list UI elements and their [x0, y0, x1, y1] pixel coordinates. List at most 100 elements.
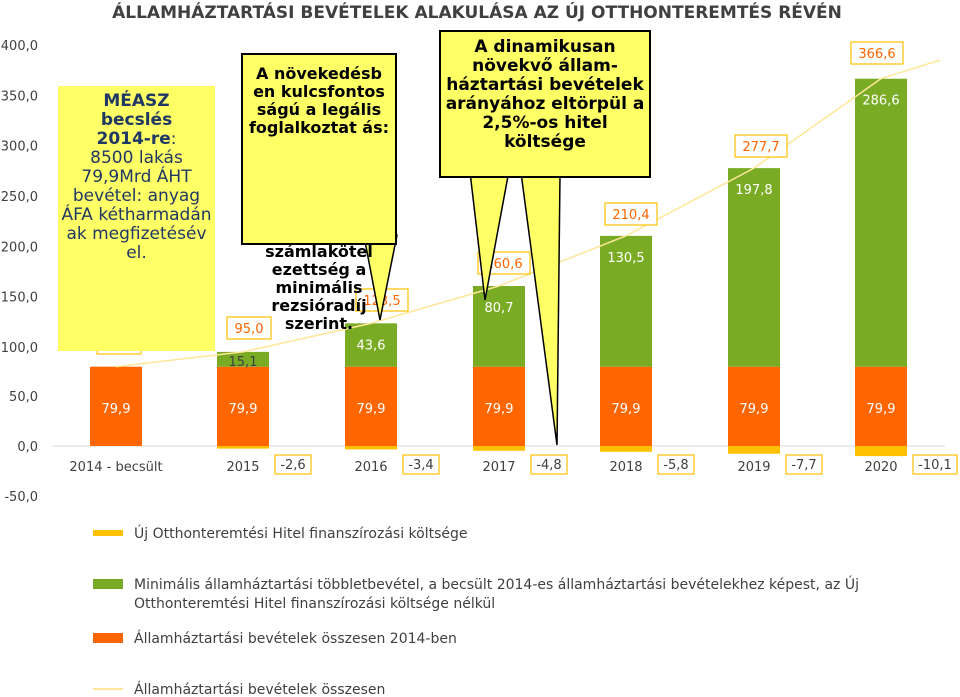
x-tick-label: 2017 [482, 460, 515, 475]
x-axis: 2014 - becsült 2015 2016 2017 2018 2019 2020 [52, 445, 945, 475]
y-tick-label: 400,0 [1, 39, 38, 54]
bar-base-revenue [600, 366, 652, 446]
x-tick-label: 2016 [354, 460, 387, 475]
x-tick-label: 2020 [864, 460, 897, 475]
bar-cost-label: -10,1 [918, 458, 952, 473]
total-label: 95,0 [235, 322, 264, 337]
y-tick-label: 250,0 [1, 190, 38, 205]
bar-cost [600, 446, 652, 452]
bar-base-label: 79,9 [485, 402, 514, 417]
bar-base-revenue [217, 366, 269, 446]
total-revenue-polyline [115, 78, 882, 368]
legend-label: Államháztartási bevételek összesen [134, 681, 385, 697]
callout-left-line2: becslés [100, 110, 173, 131]
bar-base-revenue [473, 366, 525, 446]
callout-employment: A növekedésb en kulcsfontos ságú a legál… [241, 53, 397, 245]
total-label-box [604, 202, 658, 226]
bar-surplus-label: 130,5 [607, 251, 644, 266]
bar-cost [855, 446, 907, 457]
bar-base-label: 79,9 [102, 402, 131, 417]
bar-cost-label-box [274, 454, 312, 475]
total-revenue-extension [880, 59, 941, 80]
x-tick-label: 2018 [609, 460, 642, 475]
bar-surplus-label: 286,6 [862, 94, 899, 109]
legend-swatch [93, 688, 123, 690]
y-tick-label: 300,0 [1, 140, 38, 155]
bar-base-label: 79,9 [867, 402, 896, 417]
bar-cost [217, 446, 269, 449]
callout-right-pointer-bar [469, 171, 509, 301]
bar-cost-label-box [657, 454, 695, 475]
x-tick-label: 2015 [226, 460, 259, 475]
bar-base-label: 79,9 [357, 402, 386, 417]
bar-base-revenue [728, 366, 780, 446]
legend-swatch [93, 579, 123, 589]
bar-cost-label-box [785, 454, 823, 475]
bar-base-revenue [345, 366, 397, 446]
callout-middle-overflow: számlakötel ezettség a minimális rezsiór… [265, 242, 373, 333]
bar-surplus [855, 78, 907, 367]
bar-cost-label-box [530, 454, 568, 475]
bar-cost-label-box [912, 454, 958, 475]
callout-left-colon: : [170, 129, 177, 150]
callout-dynamic-revenue: A dinamikusan növekvő állam-háztartási b… [439, 30, 651, 178]
bar-base-label: 79,9 [740, 402, 769, 417]
y-tick-label: 50,0 [9, 390, 38, 405]
y-tick-label: 150,0 [1, 291, 38, 306]
total-label: 210,4 [612, 208, 649, 223]
bar-surplus [600, 235, 652, 367]
bar-cost [345, 446, 397, 450]
y-tick-label: 100,0 [1, 341, 38, 356]
bar-cost-label: -7,7 [791, 458, 816, 473]
total-label-box [850, 41, 904, 65]
total-label-box [734, 134, 788, 158]
bar-cost-label: -3,4 [408, 458, 433, 473]
chart-title: ÁLLAMHÁZTARTÁSI BEVÉTELEK ALAKULÁSA AZ Ú… [112, 1, 842, 23]
callout-left-year: 2014-re [96, 129, 171, 150]
bar-surplus [728, 168, 780, 367]
bar-surplus-label: 80,7 [485, 301, 514, 316]
total-label: 277,7 [742, 140, 779, 155]
bar-cost [473, 446, 525, 451]
bar-surplus-label: 15,1 [229, 355, 258, 370]
callout-left-line1: MÉASZ [103, 91, 170, 111]
legend-label: Új Otthonteremtési Hitel finanszírozási … [134, 524, 468, 542]
legend-swatch [93, 530, 123, 536]
bar-surplus [345, 323, 397, 367]
callout-left-line3: 2014-re: [58, 130, 215, 149]
total-label-box [226, 316, 272, 340]
y-axis: 400,0 350,0 300,0 250,0 200,0 150,0 100,0 50,0 0… [1, 39, 38, 505]
total-label: 160,6 [485, 257, 522, 272]
callout-right-pointer-cost [519, 164, 561, 446]
bars: 79,9 79,9 15,1 -2,6 79,9 43,6 -3,4 79,9 80,7 -4,8… [90, 78, 958, 475]
callout-left-body: 8500 lakás 79,9Mrd ÁHT bevétel: anyag ÁF… [61, 148, 212, 264]
callout-measz-estimate: MÉASZ becslés 2014-re: 8500 lakás 79,9Mr… [58, 86, 215, 351]
bar-surplus-label: 197,8 [735, 183, 772, 198]
bar-base-revenue [855, 366, 907, 446]
bar-cost-label: -2,6 [280, 458, 305, 473]
bar-base-label: 79,9 [612, 402, 641, 417]
legend-swatch [93, 633, 123, 643]
x-tick-label: 2019 [737, 460, 770, 475]
total-label: 366,6 [858, 47, 895, 62]
bar-base-label: 79,9 [229, 402, 258, 417]
y-tick-label: 350,0 [1, 89, 38, 104]
bar-cost-label-box [402, 454, 440, 475]
y-tick-label: 0,0 [17, 440, 38, 455]
y-tick-label: 200,0 [1, 240, 38, 255]
bar-cost [728, 446, 780, 454]
x-tick-label: 2014 - becsült [69, 460, 162, 475]
bar-surplus [473, 285, 525, 367]
bar-surplus-label: 43,6 [357, 338, 386, 353]
bar-surplus [217, 351, 269, 367]
bar-cost-label: -5,8 [663, 458, 688, 473]
legend-label: Otthonteremtési Hitel finanszírozási köl… [134, 596, 495, 612]
legend: Új Otthonteremtési Hitel finanszírozási … [93, 524, 859, 697]
y-tick-label: -50,0 [4, 490, 38, 505]
callout-middle-text: A növekedésb en kulcsfontos ságú a legál… [248, 64, 390, 137]
legend-label: Államháztartási bevételek összesen 2014-… [134, 630, 457, 647]
bar-cost-label: -4,8 [536, 458, 561, 473]
bar-base-revenue [90, 366, 142, 446]
legend-label: Minimális államháztartási többletbevétel… [134, 575, 859, 593]
callout-right-text: A dinamikusan növekvő állam-háztartási b… [445, 37, 645, 153]
